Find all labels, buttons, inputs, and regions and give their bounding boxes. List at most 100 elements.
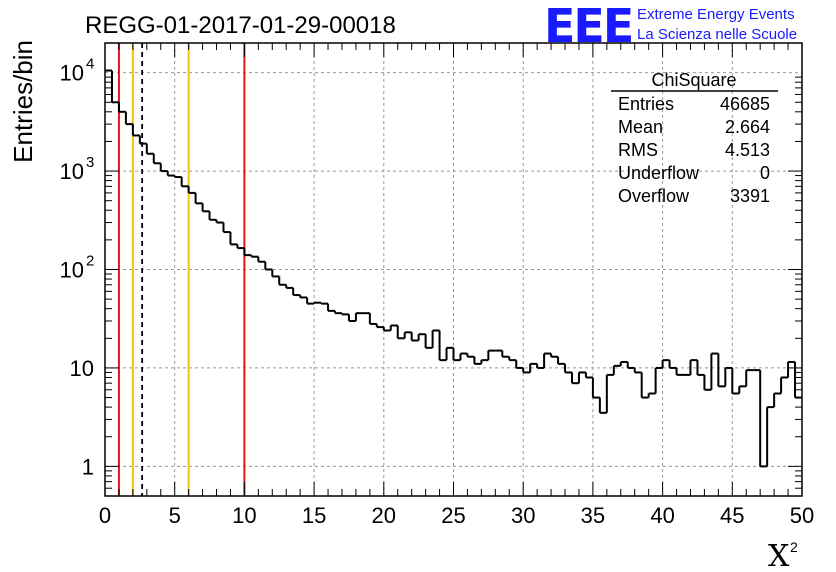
histogram-bin <box>117 102 126 113</box>
histogram-bin <box>619 360 628 366</box>
histogram-bin <box>382 327 391 332</box>
histogram-bin <box>396 325 405 340</box>
histogram-bin <box>661 359 670 368</box>
histogram-bin <box>612 364 621 375</box>
histogram-bin <box>598 397 607 414</box>
y-tick-exponent: 4 <box>86 56 94 73</box>
histogram-bin <box>675 367 684 376</box>
histogram-bin <box>236 244 245 250</box>
histogram-bin <box>529 362 538 373</box>
y-tick-label: 10 <box>60 258 84 283</box>
histogram-bin <box>487 349 496 361</box>
histogram-bin <box>738 385 747 394</box>
histogram-bin <box>577 371 586 384</box>
histogram-bin <box>110 70 119 104</box>
stats-row-value: 0 <box>760 163 770 183</box>
histogram-bin <box>180 177 189 188</box>
x-tick-label: 45 <box>720 503 744 528</box>
histogram-bin <box>445 346 454 361</box>
plot-frame <box>104 42 803 497</box>
histogram-bin <box>508 356 517 362</box>
reference-lines <box>117 43 246 496</box>
histogram-bin <box>564 363 572 374</box>
histogram-bin <box>131 124 140 137</box>
eee-logo-line1: Extreme Energy Events <box>637 6 795 23</box>
histogram-bin <box>375 323 384 329</box>
histogram-bin <box>124 111 133 126</box>
histogram-bin <box>424 334 433 349</box>
histogram-bin <box>626 361 635 369</box>
histogram-bin <box>787 360 796 378</box>
histogram-bin <box>466 353 475 358</box>
x-tick-label: 25 <box>441 503 465 528</box>
grid <box>105 43 802 496</box>
histogram-bin <box>745 369 754 387</box>
histogram-bin <box>320 302 329 305</box>
x-tick-label: 40 <box>650 503 674 528</box>
histogram-bin <box>334 310 342 315</box>
stats-row-label: RMS <box>618 140 658 160</box>
histogram-bin <box>347 314 356 322</box>
histogram-bin <box>271 269 280 278</box>
histogram-bin <box>285 284 294 289</box>
histogram-bin <box>605 373 614 413</box>
histogram-bin <box>633 367 642 374</box>
histogram-bin <box>557 356 566 365</box>
eee-logo-line2: La Scienza nelle Scuole <box>637 26 797 43</box>
x-tick-label: 5 <box>169 503 181 528</box>
histogram-bin <box>389 324 398 331</box>
histogram-bin <box>668 360 677 369</box>
histogram-bin <box>780 376 789 394</box>
histogram-bin <box>194 192 203 205</box>
y-tick-label: 1 <box>82 454 94 479</box>
histogram-bin <box>438 330 447 362</box>
histogram-bin <box>159 163 168 173</box>
y-tick-label: 10 <box>60 61 84 86</box>
histogram-bin <box>459 352 468 361</box>
stats-row-value: 46685 <box>720 94 770 114</box>
histogram-bin <box>773 392 782 408</box>
histogram-bin <box>327 303 336 312</box>
x-tick-label: 0 <box>99 503 111 528</box>
histogram-bin <box>431 329 440 348</box>
x-tick-label: 30 <box>511 503 535 528</box>
histogram-bin <box>647 392 656 398</box>
histogram-bin <box>292 287 301 297</box>
x-tick-label: 50 <box>790 503 814 528</box>
histogram-bin <box>591 377 600 399</box>
y-tick-label: 10 <box>70 356 94 381</box>
histogram-bin <box>550 353 559 358</box>
histogram-bin <box>368 313 377 325</box>
y-tick-label: 10 <box>60 159 84 184</box>
stats-row-label: Overflow <box>618 186 690 206</box>
histogram-bin <box>689 359 698 375</box>
histogram-bin <box>250 255 259 258</box>
y-tick-exponent: 2 <box>86 253 94 270</box>
stats-box-title: ChiSquare <box>651 70 736 90</box>
histogram-bin <box>522 367 531 374</box>
x-tick-label: 15 <box>302 503 326 528</box>
x-tick-label: 20 <box>372 503 396 528</box>
histogram-bin <box>403 331 412 339</box>
histogram-bin <box>152 153 161 165</box>
histogram-bin <box>584 372 593 379</box>
histogram-bin <box>229 232 238 246</box>
histogram-bin <box>731 367 740 395</box>
stats-row-label: Underflow <box>618 163 700 183</box>
histogram-bin <box>313 301 322 304</box>
histogram-bin <box>766 406 775 467</box>
histogram-bin <box>703 374 712 391</box>
x-axis-label-superscript: 2 <box>790 539 798 555</box>
histogram-bin <box>138 135 147 145</box>
histogram-bin <box>354 312 363 321</box>
eee-logo-mark: EEE <box>544 0 632 53</box>
stats-row-value: 4.513 <box>725 140 770 160</box>
histogram-bin <box>278 276 287 286</box>
x-tick-label: 35 <box>581 503 605 528</box>
histogram-bin <box>243 248 252 257</box>
chart-title: REGG-01-2017-01-29-00018 <box>85 12 396 39</box>
eee-logo: EEE Extreme Energy Events La Scienza nel… <box>544 0 797 53</box>
